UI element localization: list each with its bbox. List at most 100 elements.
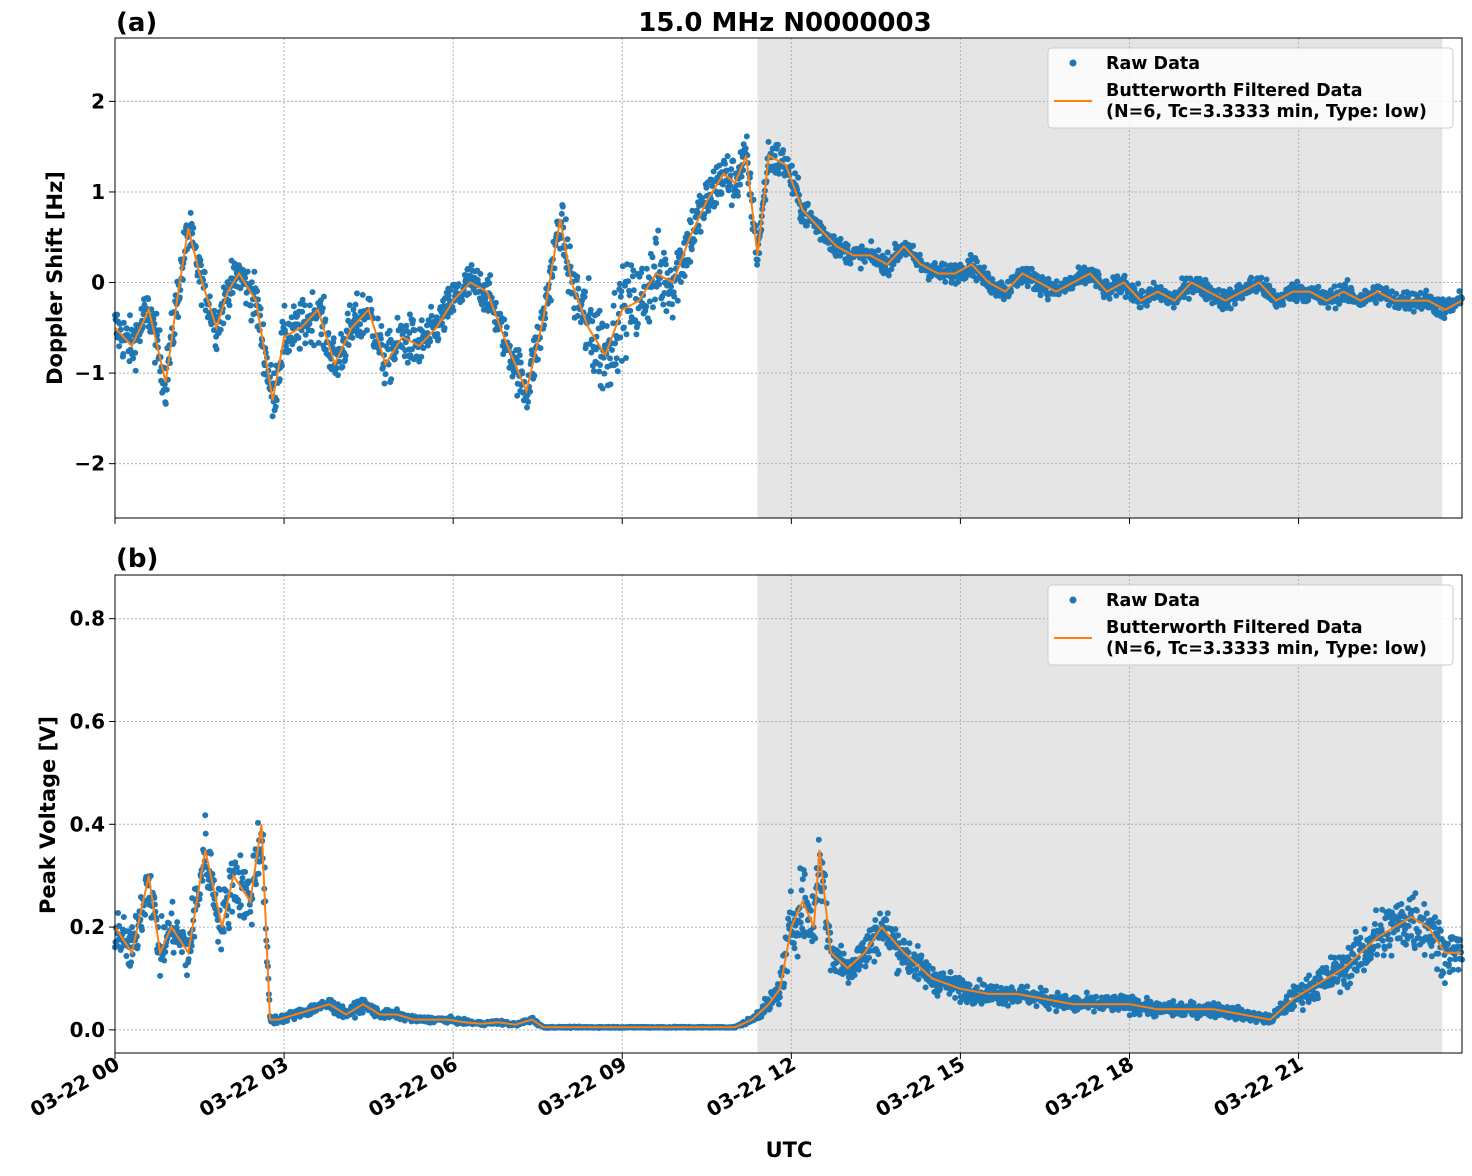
raw-data-point <box>930 966 936 972</box>
raw-data-point <box>230 290 236 296</box>
raw-data-point <box>600 386 606 392</box>
raw-data-point <box>948 969 954 975</box>
raw-data-point <box>115 910 121 916</box>
raw-data-point <box>560 204 566 210</box>
raw-data-point <box>335 372 341 378</box>
raw-data-point <box>607 355 613 361</box>
raw-data-point <box>320 305 326 311</box>
raw-data-point <box>375 316 381 322</box>
raw-data-point <box>1306 972 1312 978</box>
raw-data-point <box>597 308 603 314</box>
raw-data-point <box>199 302 205 308</box>
raw-data-point <box>249 279 255 285</box>
raw-data-point <box>1034 1003 1040 1009</box>
raw-data-point <box>574 274 580 280</box>
raw-data-point <box>866 955 872 961</box>
raw-data-point <box>121 320 127 326</box>
raw-data-point <box>777 994 783 1000</box>
raw-data-point <box>237 852 243 858</box>
raw-data-point <box>808 908 814 914</box>
raw-data-point <box>450 308 456 314</box>
raw-data-point <box>635 321 641 327</box>
raw-data-point <box>725 153 731 159</box>
raw-data-point <box>1232 301 1238 307</box>
raw-data-point <box>852 972 858 978</box>
raw-data-point <box>419 317 425 323</box>
raw-data-point <box>142 912 148 918</box>
raw-data-point <box>174 919 180 925</box>
raw-data-point <box>883 917 889 923</box>
raw-data-point <box>1091 1009 1097 1015</box>
raw-data-point <box>215 939 221 945</box>
raw-data-point <box>650 304 656 310</box>
raw-data-point <box>597 362 603 368</box>
raw-data-point <box>1107 296 1113 302</box>
raw-data-point <box>548 298 554 304</box>
raw-data-point <box>223 888 229 894</box>
raw-data-point <box>728 166 734 172</box>
raw-data-point <box>588 307 594 313</box>
raw-data-point <box>186 956 192 962</box>
raw-data-point <box>841 951 847 957</box>
raw-data-point <box>893 926 899 932</box>
raw-data-point <box>615 368 621 374</box>
raw-data-point <box>127 312 133 318</box>
raw-data-point <box>487 272 493 278</box>
raw-data-point <box>240 875 246 881</box>
raw-data-point <box>395 315 401 321</box>
raw-data-point <box>221 929 227 935</box>
raw-data-point <box>227 302 233 308</box>
raw-data-point <box>137 338 143 344</box>
legend-raw-label: Raw Data <box>1106 54 1200 74</box>
raw-data-point <box>300 297 306 303</box>
raw-data-point <box>249 922 255 928</box>
raw-data-point <box>559 211 565 217</box>
raw-data-point <box>524 405 530 411</box>
raw-data-point <box>1140 289 1146 295</box>
raw-data-point <box>625 278 631 284</box>
raw-data-point <box>154 311 160 317</box>
raw-data-point <box>885 249 891 255</box>
raw-data-point <box>675 298 681 304</box>
raw-data-point <box>1264 277 1270 283</box>
raw-data-point <box>784 969 790 975</box>
raw-data-point <box>722 161 728 167</box>
raw-data-point <box>789 163 795 169</box>
raw-data-point <box>624 331 630 337</box>
raw-data-point <box>646 319 652 325</box>
raw-data-point <box>663 308 669 314</box>
raw-data-point <box>812 935 818 941</box>
panel-a-x-ticks <box>115 518 1299 524</box>
raw-data-point <box>627 308 633 314</box>
raw-data-point <box>133 368 139 374</box>
raw-data-point <box>202 269 208 275</box>
raw-data-point <box>617 281 623 287</box>
raw-data-point <box>703 185 709 191</box>
raw-data-point <box>647 298 653 304</box>
raw-data-point <box>910 243 916 249</box>
raw-data-point <box>669 301 675 307</box>
raw-data-point <box>270 413 276 419</box>
raw-data-point <box>364 327 370 333</box>
raw-data-point <box>766 139 772 145</box>
raw-data-point <box>792 945 798 951</box>
raw-data-point <box>248 318 254 324</box>
raw-data-point <box>567 243 573 249</box>
raw-data-point <box>302 302 308 308</box>
raw-data-point <box>392 356 398 362</box>
raw-data-point <box>251 269 257 275</box>
raw-data-point <box>466 291 472 297</box>
raw-data-point <box>644 266 650 272</box>
raw-data-point <box>808 210 814 216</box>
raw-data-point <box>935 993 941 999</box>
raw-data-point <box>609 347 615 353</box>
raw-data-point <box>611 303 617 309</box>
raw-data-point <box>755 257 761 263</box>
raw-data-point <box>678 279 684 285</box>
raw-data-point <box>226 925 232 931</box>
raw-data-point <box>340 364 346 370</box>
raw-data-point <box>517 352 523 358</box>
raw-data-point <box>188 210 194 216</box>
raw-data-point <box>123 953 129 959</box>
